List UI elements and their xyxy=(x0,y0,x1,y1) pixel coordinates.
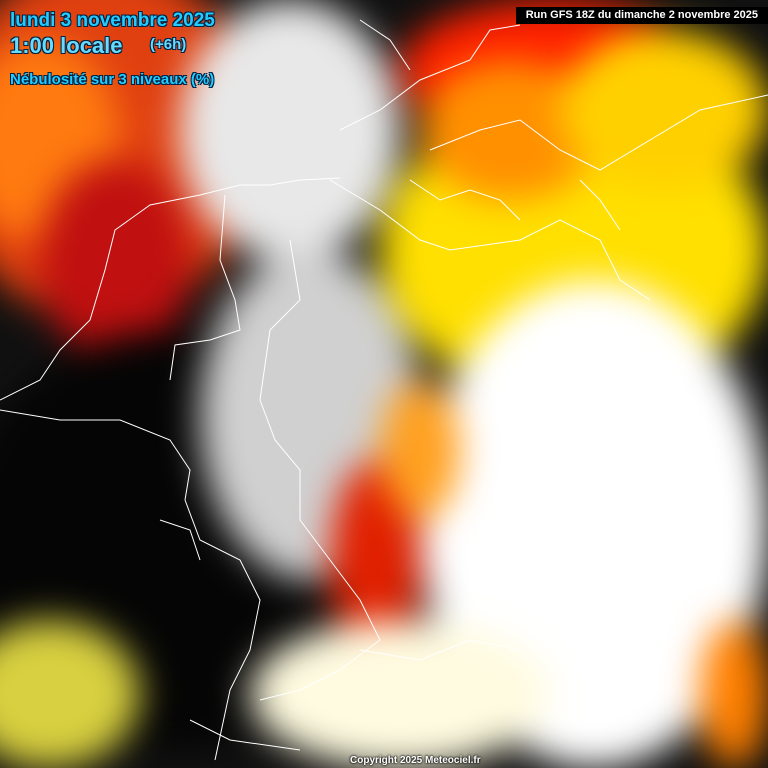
border-lux xyxy=(159,519,201,561)
border-de-fr xyxy=(184,499,261,761)
border-be xyxy=(0,409,191,501)
forecast-time: 1:00 locale xyxy=(10,33,123,58)
run-label: Run GFS 18Z du dimanche 2 novembre 2025 xyxy=(515,7,768,24)
forecast-offset: (+6h) xyxy=(150,36,187,53)
border-de-east xyxy=(259,239,381,701)
border-pl xyxy=(409,179,621,231)
border-cz xyxy=(329,179,651,301)
copyright: Copyright 2025 Meteociel.fr xyxy=(350,755,481,766)
coast-baltic xyxy=(339,19,768,171)
parameter-title: Nébulosité sur 3 niveaux (%) xyxy=(10,71,215,88)
border-nl-de xyxy=(169,194,241,381)
forecast-date: lundi 3 novembre 2025 xyxy=(10,10,215,31)
border-at xyxy=(189,639,521,751)
coastline-netherlands xyxy=(0,177,341,401)
